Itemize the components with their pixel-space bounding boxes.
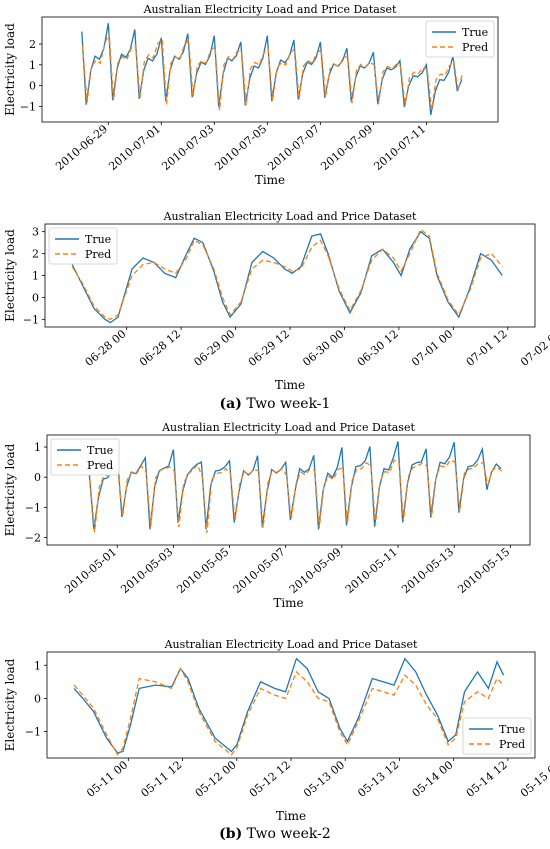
- y-tick-label: 2: [29, 38, 36, 51]
- x-tick-label: 2010-06-29: [53, 122, 110, 173]
- x-tick-label: 05-12 00: [193, 758, 239, 800]
- caption-b-text: Two week-2: [246, 826, 331, 842]
- legend-label-pred: Pred: [462, 41, 488, 54]
- y-axis-label: Electricity load: [3, 443, 17, 536]
- legend-label-pred: Pred: [85, 248, 111, 261]
- y-tick-label: −2: [25, 531, 41, 544]
- x-tick-label: 05-11 12: [138, 758, 184, 800]
- y-tick-label: −1: [25, 501, 41, 514]
- chart-title: Australian Electricity Load and Price Da…: [161, 421, 415, 434]
- series-line-true: [88, 441, 502, 530]
- x-axis-label: Time: [276, 809, 306, 823]
- chart-two-week-1-zoom: Australian Electricity Load and Price Da…: [3, 210, 550, 392]
- x-tick-label: 2010-05-11: [343, 545, 400, 596]
- y-tick-label: 3: [32, 226, 39, 239]
- x-tick-label: 05-15 00: [518, 758, 550, 800]
- x-tick-label: 2010-07-07: [265, 122, 322, 173]
- x-tick-label: 2010-07-09: [318, 122, 375, 173]
- x-tick-label: 07-02 00: [518, 327, 550, 369]
- y-tick-label: 1: [34, 441, 41, 454]
- chart-two-week-1-full: Australian Electricity Load and Price Da…: [3, 3, 499, 187]
- legend-box: [425, 20, 495, 58]
- series-line-true: [81, 23, 463, 116]
- y-axis-label: Electricity load: [3, 23, 17, 116]
- plot-frame: [41, 16, 499, 123]
- x-tick-label: 05-14 00: [410, 758, 456, 800]
- y-tick-label: 2: [32, 248, 39, 261]
- series-line-true: [73, 657, 505, 754]
- x-tick-label: 06-29 12: [246, 327, 292, 369]
- x-tick-label: 2010-05-03: [118, 545, 175, 596]
- x-tick-label: 2010-05-07: [231, 545, 288, 596]
- y-tick-label: 1: [34, 659, 41, 672]
- chart-title: Australian Electricity Load and Price Da…: [164, 638, 418, 651]
- legend-label-true: True: [462, 26, 488, 39]
- legend-label-true: True: [85, 233, 111, 246]
- caption-a: (a) Two week-1: [0, 396, 550, 412]
- x-tick-label: 07-01 00: [409, 327, 455, 369]
- y-tick-label: −1: [20, 100, 36, 113]
- x-tick-label: 2010-05-01: [62, 545, 119, 596]
- x-tick-label: 2010-05-09: [287, 545, 344, 596]
- legend-box: [48, 227, 118, 265]
- legend-label-pred: Pred: [499, 738, 525, 751]
- x-tick-label: 05-11 00: [84, 758, 130, 800]
- plot-frame: [46, 434, 531, 546]
- x-tick-label: 05-13 00: [301, 758, 347, 800]
- x-tick-label: 2010-05-15: [455, 545, 512, 596]
- x-tick-label: 06-28 12: [137, 327, 183, 369]
- x-axis-label: Time: [273, 596, 303, 610]
- caption-b-label: (b): [219, 826, 243, 842]
- x-tick-label: 2010-07-03: [159, 122, 216, 173]
- x-tick-label: 2010-07-11: [371, 122, 428, 173]
- x-tick-label: 05-13 12: [355, 758, 401, 800]
- y-tick-label: 0: [29, 80, 36, 93]
- y-tick-label: −1: [25, 726, 41, 739]
- x-tick-label: 07-01 12: [464, 327, 510, 369]
- chart-title: Australian Electricity Load and Price Da…: [143, 3, 397, 16]
- x-tick-label: 05-14 12: [464, 758, 510, 800]
- x-axis-label: Time: [275, 378, 305, 392]
- legend-label-pred: Pred: [87, 459, 113, 472]
- y-tick-label: −1: [23, 313, 39, 326]
- x-tick-label: 06-28 00: [83, 327, 129, 369]
- legend-box: [462, 717, 532, 755]
- x-tick-label: 06-30 12: [355, 327, 401, 369]
- caption-b: (b) Two week-2: [0, 826, 550, 842]
- y-tick-label: 0: [34, 471, 41, 484]
- chart-two-week-2-zoom: Australian Electricity Load and Price Da…: [3, 638, 550, 823]
- caption-a-text: Two week-1: [246, 396, 331, 412]
- x-tick-label: 06-30 00: [300, 327, 346, 369]
- x-tick-label: 05-12 12: [247, 758, 293, 800]
- chart-two-week-2-full: Australian Electricity Load and Price Da…: [3, 421, 531, 610]
- legend-box: [50, 438, 120, 476]
- series-line-true: [71, 230, 503, 324]
- y-axis-label: Electricity load: [3, 229, 17, 322]
- legend-label-true: True: [499, 723, 525, 736]
- series-line-pred: [71, 228, 503, 321]
- x-tick-label: 2010-07-05: [212, 122, 269, 173]
- x-tick-label: 2010-07-01: [106, 122, 163, 173]
- y-tick-label: 0: [34, 692, 41, 705]
- y-tick-label: 0: [32, 291, 39, 304]
- y-tick-label: 1: [29, 59, 36, 72]
- legend-label-true: True: [87, 444, 113, 457]
- x-axis-label: Time: [255, 173, 285, 187]
- x-tick-label: 2010-05-13: [399, 545, 456, 596]
- series-line-pred: [73, 667, 505, 756]
- series-line-pred: [89, 459, 503, 533]
- x-tick-label: 2010-05-05: [175, 545, 232, 596]
- y-axis-label: Electricity load: [3, 658, 17, 751]
- x-tick-label: 06-29 00: [191, 327, 237, 369]
- y-tick-label: 1: [32, 270, 39, 283]
- chart-title: Australian Electricity Load and Price Da…: [163, 210, 417, 223]
- caption-a-label: (a): [219, 396, 242, 412]
